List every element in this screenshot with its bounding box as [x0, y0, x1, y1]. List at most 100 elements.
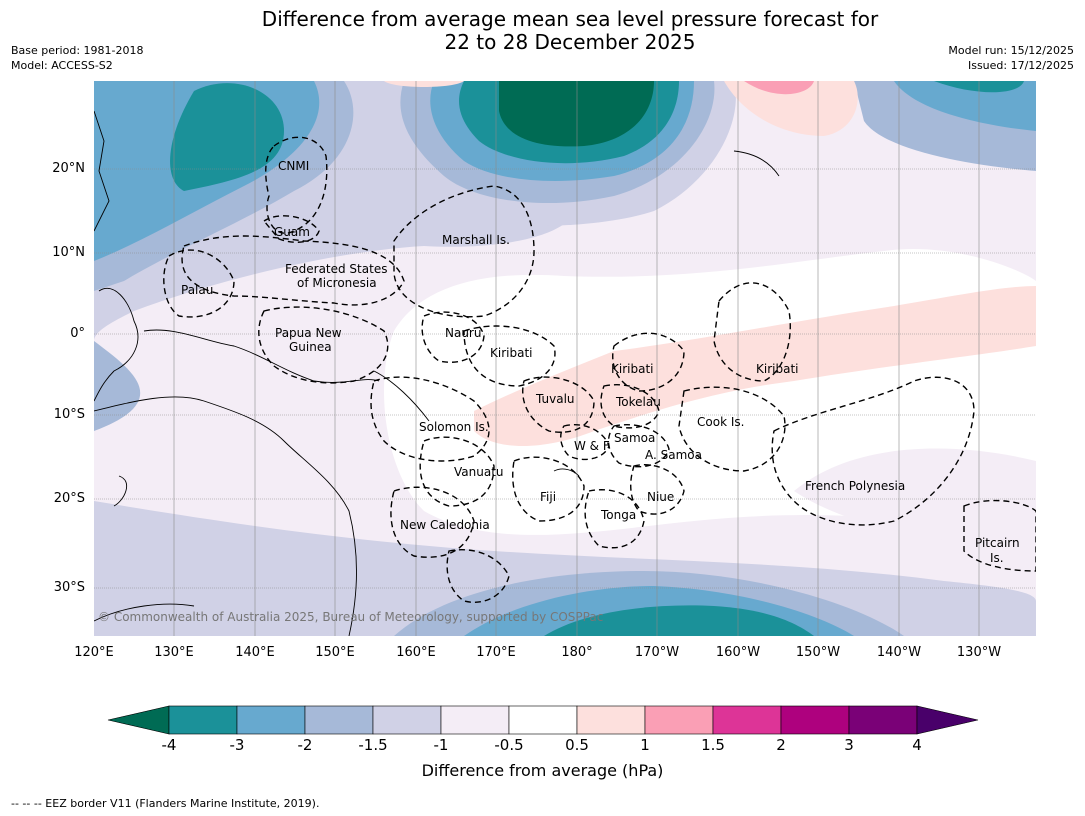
colorbar-cell — [780, 705, 850, 735]
colorbar-tick-label: 1.5 — [701, 736, 725, 754]
colorbar-cell — [848, 705, 918, 735]
lat-label-20n: 20°N — [52, 161, 85, 176]
lon-label-130w: 130°W — [956, 645, 1002, 660]
eez-borders — [163, 136, 1036, 603]
anomaly-zone-high-1-5 — [744, 81, 814, 95]
coast-hawaii — [733, 150, 780, 177]
eez-marshall — [393, 185, 535, 318]
lon-label-160w: 160°W — [715, 645, 761, 660]
label-kiribati-central: Kiribati — [611, 362, 654, 376]
colorbar-tick-label: 1 — [640, 736, 650, 754]
eez-norfolk — [446, 549, 510, 603]
colorbar-cell — [372, 705, 442, 735]
label-micronesia-2: of Micronesia — [297, 276, 377, 290]
model-name: Model: ACCESS-S2 — [11, 59, 113, 72]
label-pitcairn-1: Pitcairn — [975, 536, 1020, 550]
lat-label-10n: 10°N — [52, 245, 85, 260]
pressure-anomaly-map: © Commonwealth of Australia 2025, Bureau… — [94, 81, 1036, 636]
colorbar-tick-label: 2 — [776, 736, 786, 754]
eez-border-legend: -- -- -- EEZ border V11 (Flanders Marine… — [11, 797, 320, 810]
colorbar-extend-low — [107, 705, 170, 735]
map-title-line2: 22 to 28 December 2025 — [444, 30, 696, 54]
label-pitcairn-2: Is. — [990, 551, 1004, 565]
anomaly-zone-north-4 — [499, 81, 654, 147]
model-run: Model run: 15/12/2025 — [948, 44, 1074, 57]
colorbar-cell — [712, 705, 782, 735]
label-palau: Palau — [181, 283, 214, 297]
anomaly-zone-high-small — [384, 81, 464, 87]
lat-label-30s: 30°S — [53, 580, 85, 595]
eez-wallis-futuna — [560, 424, 610, 461]
label-cook: Cook Is. — [697, 415, 745, 429]
colorbar-extend-high — [916, 705, 979, 735]
colorbar-tick-label: 3 — [844, 736, 854, 754]
lon-label-160e: 160°E — [396, 645, 436, 660]
map-gridlines — [173, 81, 980, 636]
coastlines — [94, 110, 780, 636]
meta-right: Model run: 15/12/2025 Issued: 17/12/2025 — [948, 43, 1074, 73]
colorbar — [107, 705, 979, 735]
lon-label-150w: 150°W — [795, 645, 841, 660]
lon-label-170w: 170°W — [634, 645, 680, 660]
label-tonga: Tonga — [601, 508, 637, 522]
colorbar-tick-label: -1 — [433, 736, 449, 754]
issued-date: Issued: 17/12/2025 — [967, 59, 1074, 72]
colorbar-cell — [508, 705, 578, 735]
label-tokelau: Tokelau — [616, 395, 661, 409]
lat-label-20s: 20°S — [53, 491, 85, 506]
eez-guam — [262, 215, 320, 243]
colorbar-cell — [304, 705, 374, 735]
anomaly-zone-low-3 — [170, 83, 284, 191]
colorbar-tick-label: 4 — [912, 736, 922, 754]
eez-kiribati-east — [713, 282, 791, 382]
lon-label-120e: 120°E — [74, 645, 114, 660]
eez-tonga — [584, 489, 645, 549]
coast-philippines — [94, 288, 139, 402]
coast-cape-york — [113, 475, 128, 507]
lon-label-140w: 140°W — [876, 645, 922, 660]
anomaly-zone-slight-low — [794, 448, 1036, 551]
eez-niue — [630, 464, 685, 515]
eez-palau — [163, 249, 235, 318]
eez-vanuatu — [419, 436, 495, 507]
colorbar-cell — [576, 705, 646, 735]
meta-left: Base period: 1981-2018 Model: ACCESS-S2 — [11, 43, 143, 73]
label-png-2: Guinea — [289, 340, 332, 354]
label-fiji: Fiji — [540, 490, 557, 504]
eez-cook — [678, 386, 786, 472]
label-solomon: Solomon Is. — [419, 420, 489, 434]
eez-solomon — [370, 376, 490, 462]
label-micronesia-1: Federated States — [285, 262, 388, 276]
eez-nauru — [421, 311, 485, 363]
base-period: Base period: 1981-2018 — [11, 44, 144, 57]
lon-label-170e: 170°E — [476, 645, 516, 660]
coast-fiji — [553, 468, 580, 477]
eez-micronesia — [181, 235, 405, 306]
colorbar-tick-label: -0.5 — [494, 736, 524, 754]
label-cnmi: CNMI — [278, 159, 310, 173]
label-kiribati-east: Kiribati — [756, 362, 799, 376]
colorbar-cell — [168, 705, 238, 735]
colorbar-label: Difference from average (hPa) — [421, 761, 664, 780]
eez-tuvalu — [522, 376, 595, 433]
label-marshall: Marshall Is. — [442, 233, 510, 247]
colorbar-cell — [236, 705, 306, 735]
anomaly-zone-ne-2 — [894, 81, 1036, 131]
eez-cnmi — [265, 136, 328, 234]
lon-label-150e: 150°E — [315, 645, 355, 660]
map-canvas — [94, 81, 1036, 636]
coast-solomon — [373, 370, 430, 422]
label-nauru: Nauru — [445, 326, 482, 340]
anomaly-zone-equatorial-high — [474, 286, 1036, 446]
label-guam: Guam — [274, 225, 310, 239]
eez-samoa — [607, 424, 670, 468]
lon-label-180: 180° — [561, 645, 593, 660]
colorbar-tick-label: -3 — [229, 736, 245, 754]
label-vanuatu: Vanuatu — [454, 465, 504, 479]
anomaly-zone-high-1 — [724, 81, 858, 136]
colorbar-cell — [440, 705, 510, 735]
coast-asia — [94, 110, 110, 232]
coast-south-australia — [94, 603, 195, 622]
label-samoa: Samoa — [614, 431, 656, 445]
label-french-polynesia: French Polynesia — [805, 479, 906, 493]
